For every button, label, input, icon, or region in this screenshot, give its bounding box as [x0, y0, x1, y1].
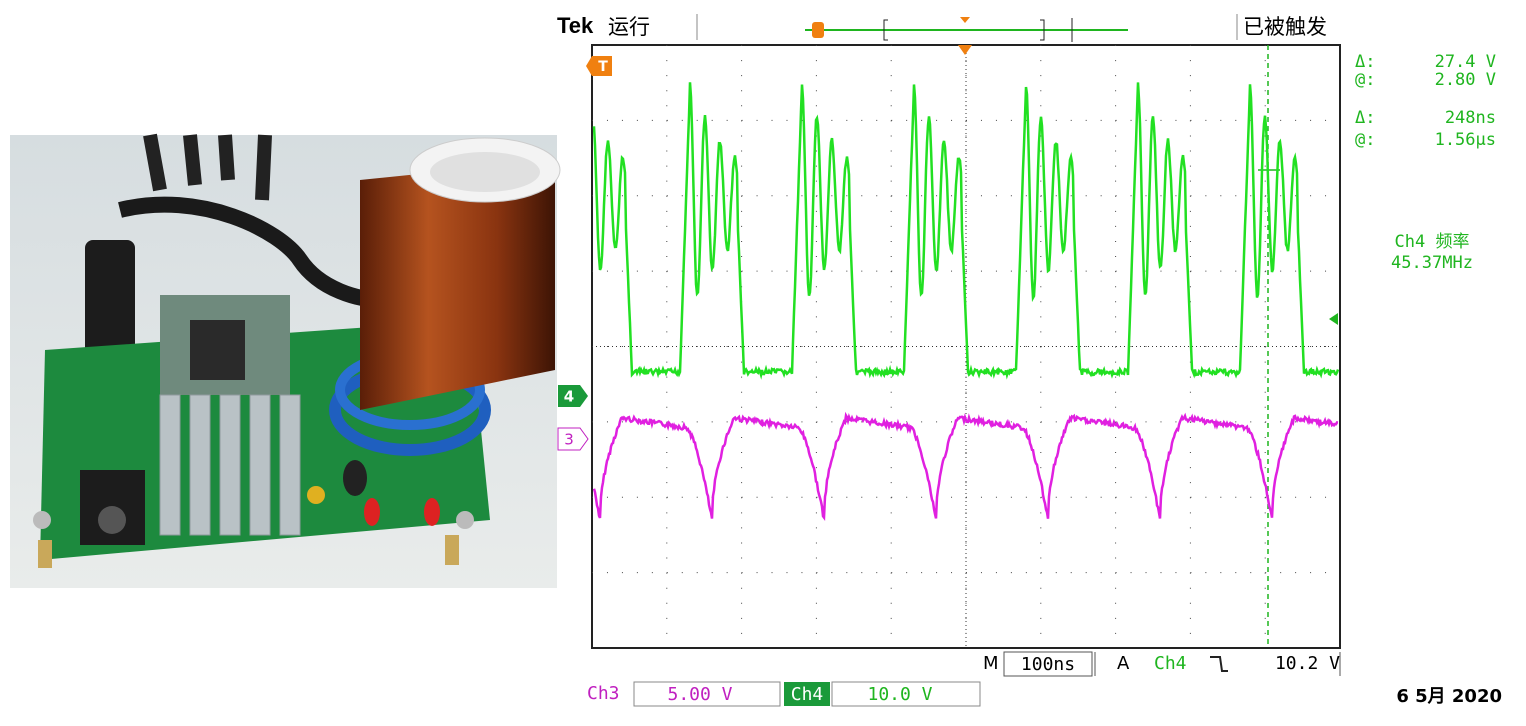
cursor-at-label: @:: [1355, 70, 1375, 90]
date: 6 5月 2020: [1396, 686, 1502, 707]
ch3-scale: 5.00 V: [667, 684, 732, 705]
brand: Tek: [557, 13, 594, 38]
trigger-level-marker: [1329, 313, 1338, 325]
trigger-top: [960, 17, 970, 23]
measurement-label: Ch4 频率: [1395, 232, 1470, 252]
trigger-status: 已被触发: [1243, 15, 1327, 39]
cursor-delta-label: Δ:: [1355, 52, 1375, 72]
ch4-marker-label: 4: [564, 388, 574, 406]
cursor-delta-label: Δ:: [1355, 108, 1375, 128]
measurement-value: 45.37MHz: [1391, 253, 1473, 273]
trigger-flag: T: [586, 56, 612, 76]
timebase-box: [1003, 651, 1093, 677]
trigger-label: A: [1117, 653, 1130, 674]
ch4-marker: 4: [558, 385, 588, 407]
ch4-box: [831, 681, 981, 707]
run-status: 运行: [608, 15, 650, 39]
view-bracket: [883, 18, 1073, 42]
photo: [10, 133, 561, 588]
trigger-slope: [1210, 656, 1228, 672]
cursor-at: 2.80 V: [1435, 70, 1496, 90]
ch4-waveform: [592, 82, 1340, 380]
ch3-box: [633, 681, 781, 707]
ch3-waveform: [592, 411, 1339, 521]
cursor-delta: 248ns: [1445, 108, 1496, 128]
ch3-marker-label: 3: [564, 431, 574, 449]
trigger-level: 10.2 V: [1275, 653, 1340, 674]
ch3-marker: 3: [557, 427, 589, 451]
timebase-value: 100ns: [1021, 654, 1075, 675]
ch4-tag: [784, 682, 830, 706]
cursor-at: 1.56µs: [1435, 130, 1496, 150]
timebase-label: M: [983, 653, 999, 674]
trigger-pos: [812, 22, 824, 38]
ch4-scale: 10.0 V: [867, 684, 932, 705]
cursor-at-label: @:: [1355, 130, 1375, 150]
trigger-marker: [958, 45, 972, 55]
ch3-name: Ch3: [587, 683, 620, 704]
trigger-flag-label: T: [598, 59, 608, 75]
trigger-channel: Ch4: [1154, 653, 1187, 674]
ch4-name: Ch4: [791, 684, 824, 705]
cursor-delta: 27.4 V: [1435, 52, 1496, 72]
